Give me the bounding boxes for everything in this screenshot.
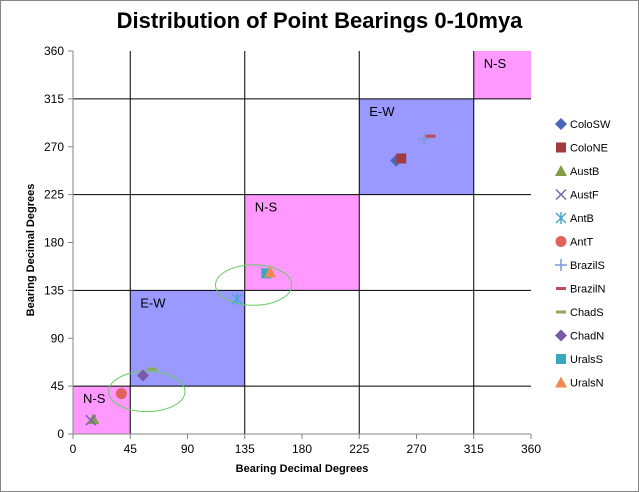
region-label-4: N-S [484, 56, 507, 71]
data-point-BrazilS [418, 133, 431, 146]
x-tick-label: 90 [181, 442, 195, 456]
legend-marker-UralsS [556, 354, 566, 364]
y-axis-label: Bearing Decimal Degrees [25, 184, 37, 317]
region-label-3: E-W [369, 104, 395, 119]
legend-marker-ChadN [555, 329, 567, 342]
x-tick-label: 360 [521, 442, 541, 456]
x-tick-label: 0 [70, 442, 77, 456]
y-tick-label: 180 [44, 236, 64, 250]
data-point-AustF [85, 414, 97, 426]
y-tick-label: 0 [57, 427, 64, 441]
y-tick-label: 315 [44, 92, 64, 106]
axes-layer: 0 45 90 135 180 225 270 315 360 0 45 90 135 180 225 270… [44, 44, 541, 456]
data-point-ColoNE [396, 153, 407, 164]
x-axis-label: Bearing Decimal Degrees [236, 463, 369, 475]
y-tick-label: 90 [51, 331, 65, 345]
highlight-ellipse-0 [108, 370, 186, 413]
legend-marker-AntT [555, 236, 567, 247]
legend-marker-AustB [555, 165, 567, 176]
legend-label-ChadS: ChadS [570, 307, 604, 319]
y-tick-label: 225 [44, 188, 64, 202]
legend-label-AntT: AntT [570, 237, 594, 249]
x-tick-label: 315 [464, 442, 484, 456]
legend-label-AustF: AustF [570, 190, 599, 202]
data-point-UralsN [264, 266, 277, 278]
grid-layer [73, 51, 531, 434]
legend: ColoSW ColoNE AustB AustF AntB AntT BrazilS Bra… [555, 118, 611, 390]
x-tick-label: 180 [292, 442, 312, 456]
y-tick-label: 270 [44, 140, 64, 154]
x-tick-label: 45 [124, 442, 138, 456]
legend-marker-AntB [555, 212, 567, 224]
legend-marker-BrazilS [555, 259, 567, 271]
region-4 [473, 51, 531, 99]
legend-label-UralsN: UralsN [570, 378, 604, 390]
highlight-ellipse-1 [214, 264, 293, 306]
legend-label-UralsS: UralsS [570, 354, 603, 366]
x-tick-label: 135 [235, 442, 255, 456]
chart-title: Distribution of Point Bearings 0-10mya [116, 8, 523, 33]
legend-label-ColoNE: ColoNE [570, 143, 608, 155]
legend-label-AntB: AntB [570, 213, 594, 225]
region-label-0: N-S [83, 391, 106, 406]
x-tick-label: 270 [406, 442, 426, 456]
legend-label-ColoSW: ColoSW [570, 119, 611, 131]
legend-marker-AustF [555, 188, 567, 201]
legend-label-ChadN: ChadN [570, 331, 604, 343]
points-layer [85, 133, 436, 426]
legend-marker-ColoNE [556, 142, 566, 153]
region-3 [359, 98, 474, 195]
legend-label-BrazilS: BrazilS [570, 260, 605, 272]
legend-marker-ColoSW [555, 118, 567, 130]
y-tick-label: 45 [51, 379, 65, 393]
region-label-2: N-S [255, 200, 278, 215]
y-tick-label: 360 [44, 44, 64, 58]
legend-label-BrazilN: BrazilN [570, 284, 606, 296]
legend-label-AustB: AustB [570, 166, 599, 178]
region-label-1: E-W [140, 295, 166, 310]
ellipse-layer [108, 264, 293, 413]
data-point-ChadN [136, 369, 149, 382]
y-tick-label: 135 [44, 283, 64, 297]
legend-marker-UralsN [555, 376, 567, 388]
data-point-AntB [231, 292, 243, 305]
x-tick-label: 225 [349, 442, 369, 456]
data-point-AntT [115, 388, 127, 400]
